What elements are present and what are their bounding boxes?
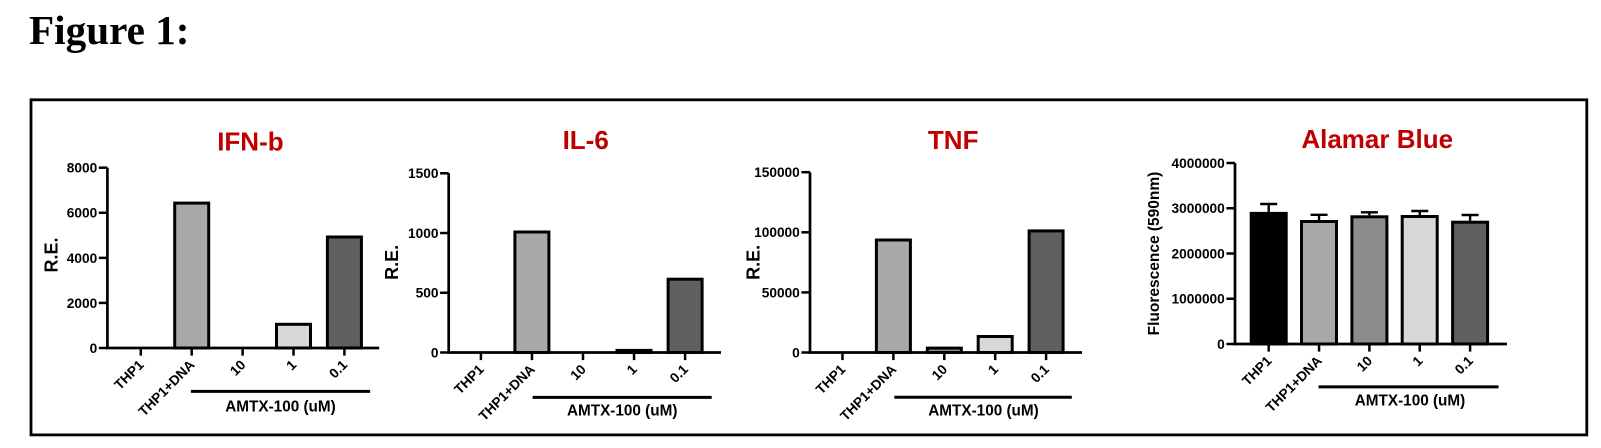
- svg-text:2000: 2000: [67, 296, 98, 311]
- svg-text:0: 0: [431, 345, 439, 360]
- svg-text:THP1: THP1: [1239, 353, 1275, 389]
- svg-text:0.1: 0.1: [1452, 353, 1476, 377]
- svg-text:500: 500: [416, 286, 439, 301]
- svg-text:0.1: 0.1: [1028, 361, 1052, 385]
- svg-text:8000: 8000: [67, 161, 98, 176]
- svg-text:Figure 1:: Figure 1:: [29, 7, 190, 53]
- svg-text:IFN-b: IFN-b: [217, 127, 283, 157]
- svg-text:Fluorescence (590nm): Fluorescence (590nm): [1146, 172, 1163, 336]
- svg-text:50000: 50000: [762, 285, 800, 300]
- svg-text:1: 1: [283, 357, 299, 373]
- svg-text:10: 10: [227, 357, 249, 379]
- svg-text:4000000: 4000000: [1172, 156, 1226, 171]
- svg-text:10: 10: [929, 361, 951, 383]
- svg-text:AMTX-100 (uM): AMTX-100 (uM): [567, 403, 677, 420]
- svg-text:100000: 100000: [754, 225, 800, 240]
- svg-text:THP1: THP1: [451, 361, 487, 397]
- svg-text:0.1: 0.1: [326, 357, 350, 381]
- svg-text:150000: 150000: [754, 165, 800, 180]
- svg-text:2000000: 2000000: [1172, 246, 1226, 261]
- svg-text:THP1: THP1: [813, 361, 849, 397]
- svg-text:1500: 1500: [408, 166, 439, 181]
- svg-text:0: 0: [792, 345, 800, 360]
- svg-text:TNF: TNF: [928, 125, 979, 155]
- svg-text:Alamar Blue: Alamar Blue: [1301, 124, 1453, 154]
- svg-text:4000: 4000: [67, 251, 98, 266]
- svg-text:1000: 1000: [408, 226, 439, 241]
- svg-text:R.E.: R.E.: [382, 245, 402, 280]
- svg-text:1: 1: [1410, 353, 1426, 369]
- svg-text:AMTX-100 (uM): AMTX-100 (uM): [225, 398, 335, 415]
- svg-text:R.E.: R.E.: [744, 245, 764, 280]
- svg-text:AMTX-100 (uM): AMTX-100 (uM): [928, 402, 1038, 419]
- svg-text:1000000: 1000000: [1172, 292, 1226, 307]
- svg-text:6000: 6000: [67, 206, 98, 221]
- svg-text:AMTX-100 (uM): AMTX-100 (uM): [1355, 393, 1465, 410]
- svg-text:1: 1: [985, 361, 1001, 377]
- svg-text:3000000: 3000000: [1172, 201, 1226, 216]
- svg-text:0: 0: [90, 341, 98, 356]
- svg-text:THP1: THP1: [111, 357, 147, 393]
- svg-text:10: 10: [1354, 353, 1376, 375]
- svg-text:IL-6: IL-6: [563, 125, 609, 155]
- svg-text:1: 1: [624, 361, 640, 377]
- svg-text:0.1: 0.1: [667, 361, 691, 385]
- svg-text:R.E.: R.E.: [42, 237, 62, 272]
- svg-text:0: 0: [1217, 337, 1225, 352]
- svg-text:10: 10: [568, 361, 590, 383]
